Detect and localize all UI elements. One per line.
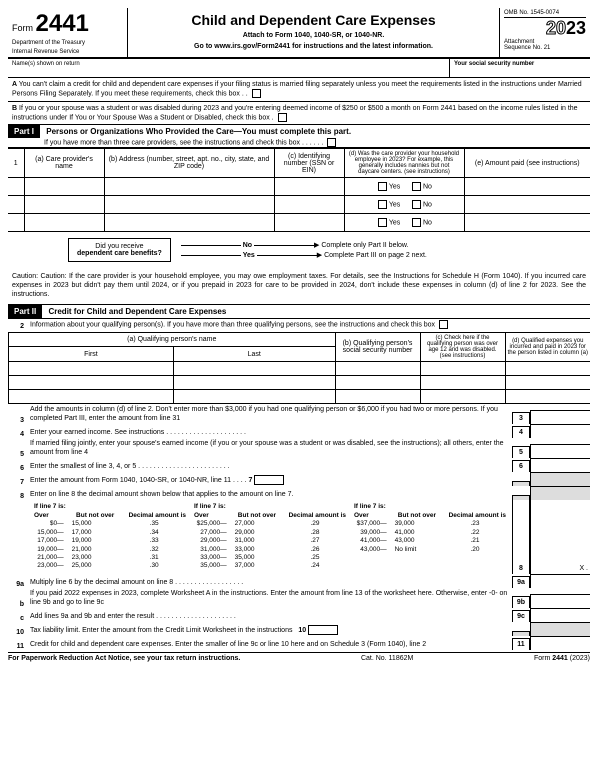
- header-center: Child and Dependent Care Expenses Attach…: [128, 8, 500, 57]
- line7: Enter the amount from Form 1040, 1040-SR…: [30, 477, 231, 484]
- warning-a-text: You can't claim a credit for child and d…: [12, 81, 582, 97]
- warning-b: B If you or your spouse was a student or…: [8, 102, 590, 126]
- yes-1[interactable]: [378, 182, 387, 191]
- col-c: (c) Identifying number (SSN or EIN): [274, 149, 344, 178]
- amt-11[interactable]: [530, 636, 590, 650]
- form-header: Form 2441 Department of the Treasury Int…: [8, 8, 590, 59]
- line5: If married filing jointly, enter your sp…: [28, 438, 512, 458]
- part1-header-row: Part I Persons or Organizations Who Prov…: [8, 125, 590, 148]
- part1-sub: If you have more than three care provide…: [44, 140, 300, 147]
- care-id-1[interactable]: [274, 178, 344, 196]
- form-label: Form: [12, 23, 33, 33]
- care-addr-1[interactable]: [104, 178, 274, 196]
- no-3[interactable]: [412, 218, 421, 227]
- checkbox-line2[interactable]: [439, 320, 448, 329]
- care-name-3[interactable]: [24, 214, 104, 232]
- box-7[interactable]: [254, 475, 284, 485]
- amt-5[interactable]: [530, 444, 590, 458]
- checkbox-part1[interactable]: [327, 138, 336, 147]
- col-b: (b) Address (number, street, apt. no., c…: [104, 149, 274, 178]
- line9c: Add lines 9a and 9b and enter the result: [30, 613, 154, 620]
- footer-left: For Paperwork Reduction Act Notice, see …: [8, 655, 240, 662]
- benefits-box: Did you receive dependent care benefits?: [68, 238, 171, 262]
- dept1: Department of the Treasury: [12, 40, 123, 47]
- qual-col-a: (a) Qualifying person's name: [9, 332, 336, 347]
- checkbox-b[interactable]: [278, 113, 287, 122]
- no-arrow: No: [243, 242, 252, 249]
- header-right: OMB No. 1545-0074 2023 Attachment Sequen…: [500, 8, 590, 57]
- part1-label: Part I: [8, 125, 40, 138]
- care-addr-2[interactable]: [104, 196, 274, 214]
- amt-6[interactable]: [530, 458, 590, 472]
- care-name-2[interactable]: [24, 196, 104, 214]
- qualifying-table: (a) Qualifying person's name (b) Qualify…: [8, 332, 590, 404]
- box-10[interactable]: [308, 625, 338, 635]
- line8: Enter on line 8 the decimal amount shown…: [28, 489, 512, 500]
- line2-row: 2 Information about your qualifying pers…: [8, 319, 590, 330]
- line9b: If you paid 2022 expenses in 2023, compl…: [28, 588, 512, 608]
- care-addr-3[interactable]: [104, 214, 274, 232]
- ssn-label[interactable]: Your social security number: [450, 59, 590, 77]
- amt-4[interactable]: [530, 424, 590, 438]
- header-left: Form 2441 Department of the Treasury Int…: [8, 8, 128, 57]
- part2-title: Credit for Child and Dependent Care Expe…: [48, 307, 226, 316]
- line9a: Multiply line 6 by the decimal amount on…: [30, 579, 173, 586]
- care-amt-3[interactable]: [464, 214, 590, 232]
- line10: Tax liability limit. Enter the amount fr…: [30, 627, 292, 634]
- names-label[interactable]: Name(s) shown on return: [8, 59, 450, 77]
- care-id-3[interactable]: [274, 214, 344, 232]
- footer: For Paperwork Reduction Act Notice, see …: [8, 652, 590, 662]
- no-2[interactable]: [412, 200, 421, 209]
- care-name-1[interactable]: [24, 178, 104, 196]
- qual-col-d: (d) Qualified expenses you incurred and …: [505, 332, 590, 361]
- form-number: 2441: [36, 10, 89, 37]
- line4: Enter your earned income. See instructio…: [30, 429, 164, 436]
- no-1[interactable]: [412, 182, 421, 191]
- part2-header-row: Part II Credit for Child and Dependent C…: [8, 304, 590, 319]
- part1-title: Persons or Organizations Who Provided th…: [46, 127, 351, 136]
- amt-9a[interactable]: [530, 574, 590, 588]
- amt-9c[interactable]: [530, 608, 590, 622]
- line11: Credit for child and dependent care expe…: [28, 639, 512, 650]
- line6: Enter the smallest of line 3, 4, or 5: [30, 463, 136, 470]
- lines-section: 3Add the amounts in column (d) of line 2…: [8, 404, 590, 650]
- form-title: Child and Dependent Care Expenses: [132, 12, 495, 28]
- names-row: Name(s) shown on return Your social secu…: [8, 59, 590, 78]
- qual-col-c: (c) Check here if the qualifying person …: [420, 332, 505, 361]
- col-e: (e) Amount paid (see instructions): [464, 149, 590, 178]
- year-prefix: 20: [546, 18, 566, 38]
- dept2: Internal Revenue Service: [12, 49, 123, 56]
- yes-3[interactable]: [378, 218, 387, 227]
- sequence: Sequence No. 21: [504, 45, 586, 51]
- col-a: (a) Care provider's name: [24, 149, 104, 178]
- col-d: (d) Was the care provider your household…: [344, 149, 464, 178]
- care-amt-2[interactable]: [464, 196, 590, 214]
- caution-text: Caution: Caution: If the care provider i…: [8, 268, 590, 303]
- yes-arrow: Yes: [243, 252, 255, 259]
- warning-a: A You can't claim a credit for child and…: [8, 78, 590, 102]
- checkbox-a[interactable]: [252, 89, 261, 98]
- footer-right: Form 2441 (2023): [534, 655, 590, 662]
- part2-label: Part II: [8, 305, 42, 318]
- qual-col-b: (b) Qualifying person's social security …: [335, 332, 420, 361]
- care-id-2[interactable]: [274, 196, 344, 214]
- care-amt-1[interactable]: [464, 178, 590, 196]
- yes-2[interactable]: [378, 200, 387, 209]
- care-table: 1 (a) Care provider's name (b) Address (…: [8, 148, 590, 232]
- line3: Add the amounts in column (d) of line 2.…: [28, 404, 512, 424]
- amt-3[interactable]: [530, 410, 590, 424]
- bracket-table: If line 7 is:OverBut not overDecimal amo…: [30, 501, 510, 573]
- omb: OMB No. 1545-0074: [504, 10, 586, 18]
- warning-b-text: If you or your spouse was a student or w…: [12, 105, 578, 121]
- benefits-row: Did you receive dependent care benefits?…: [8, 232, 590, 268]
- goto-text: Go to www.irs.gov/Form2441 for instructi…: [132, 43, 495, 50]
- attach-text: Attach to Form 1040, 1040-SR, or 1040-NR…: [132, 32, 495, 39]
- footer-center: Cat. No. 11862M: [361, 655, 413, 662]
- amt-9b[interactable]: [530, 594, 590, 608]
- year-suffix: 23: [566, 18, 586, 38]
